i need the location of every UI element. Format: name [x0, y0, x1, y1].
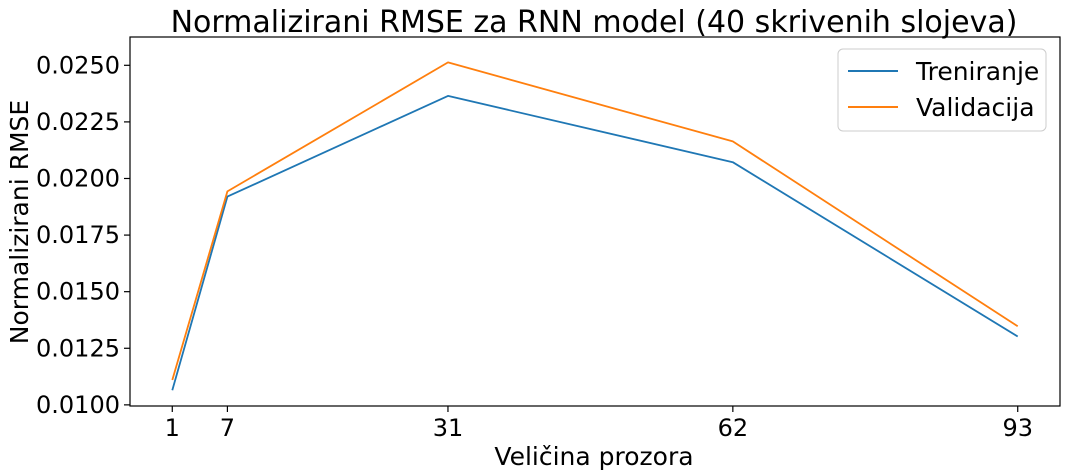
legend-label-treniranje: Treniranje [915, 57, 1039, 86]
series-line-treniranje [171, 95, 1019, 391]
x-tick-label: 62 [718, 414, 749, 442]
plot-frame [129, 36, 1061, 407]
chart-title: Normalizirani RMSE za RNN model (40 skri… [171, 5, 1018, 40]
y-tick-label: 0.0225 [36, 108, 120, 136]
y-axis: 0.0100 0.0125 0.0150 0.0175 0.0200 0.0225 0.02… [36, 51, 130, 419]
x-tick-label: 1 [165, 414, 180, 442]
x-axis: 1 7 31 62 93 [165, 406, 1033, 442]
x-tick-label: 31 [433, 414, 464, 442]
y-tick-label: 0.0100 [36, 391, 120, 419]
y-tick-label: 0.0125 [36, 334, 120, 362]
y-tick-label: 0.0250 [36, 51, 120, 79]
x-tick-label: 7 [220, 414, 235, 442]
series-layer [171, 61, 1019, 391]
x-axis-title: Veličina prozora [494, 442, 693, 471]
y-tick-label: 0.0150 [36, 278, 120, 306]
series-line-validacija [171, 61, 1019, 381]
legend-box [837, 48, 1047, 132]
y-axis-title: Normalizirani RMSE [5, 100, 34, 344]
y-tick-label: 0.0200 [36, 164, 120, 192]
x-tick-label: 93 [1002, 414, 1033, 442]
y-tick-label: 0.0175 [36, 221, 120, 249]
legend-label-validacija: Validacija [916, 93, 1035, 122]
legend: Treniranje Validacija [837, 48, 1047, 132]
